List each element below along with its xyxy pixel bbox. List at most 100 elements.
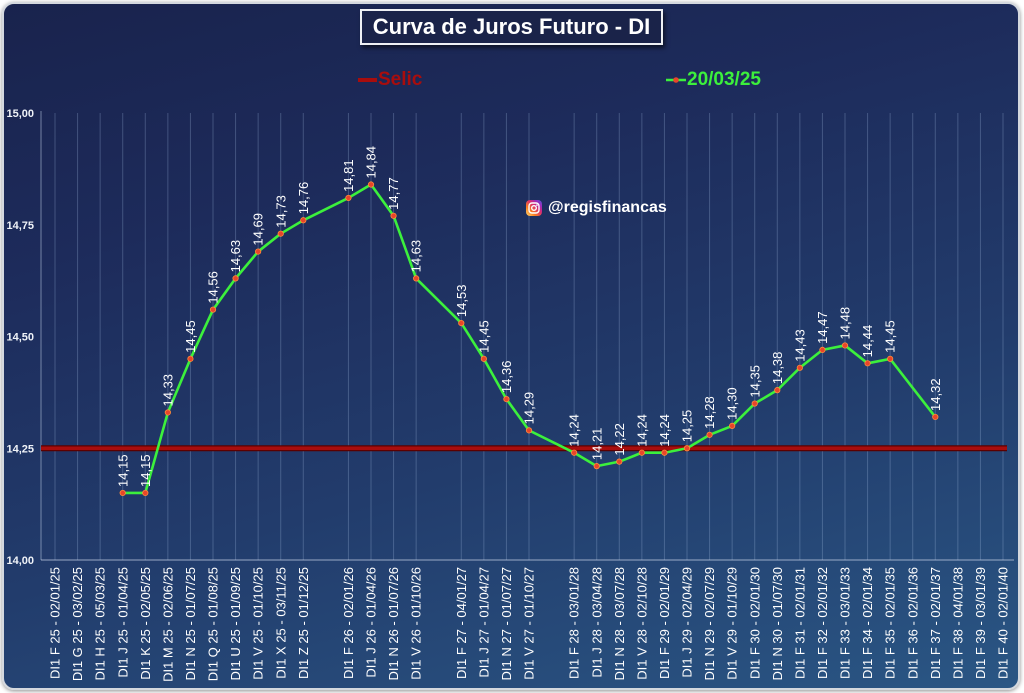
x-tick-label: DI1 F 36 - 02/01/36 <box>905 567 920 679</box>
data-point <box>819 346 826 354</box>
data-label: 14,15 <box>115 454 130 487</box>
data-label: 14,56 <box>206 271 221 304</box>
data-label: 14,24 <box>567 414 582 447</box>
x-tick-label: DI1 N 30 - 01/07/30 <box>770 567 785 680</box>
x-tick-label: DI1 F 34 - 02/01/34 <box>860 567 875 679</box>
data-label: 14,32 <box>928 378 943 411</box>
data-label: 14,63 <box>228 240 243 273</box>
x-tick-label: DI1 F 40 - 02/01/40 <box>996 567 1011 679</box>
green-legend-marker <box>673 77 679 83</box>
y-tick-label: 14,25 <box>6 443 34 455</box>
data-label: 14,22 <box>612 423 627 456</box>
data-label: 14,24 <box>657 414 672 447</box>
data-point <box>232 275 239 282</box>
x-tick-label: DI1 K 25 - 02/05/25 <box>138 567 153 680</box>
x-tick-label: DI1 N 25 - 01/07/25 <box>183 567 198 680</box>
green-legend-swatch <box>666 77 686 83</box>
data-point <box>413 275 420 282</box>
data-point <box>164 409 171 416</box>
data-point <box>706 431 713 438</box>
x-tick-label: DI1 Q 25 - 01/08/25 <box>206 567 221 681</box>
data-point <box>209 306 217 313</box>
legend-item-selic: Selic <box>356 69 422 91</box>
data-point <box>525 427 533 434</box>
data-label: 14,76 <box>296 182 311 215</box>
data-label: 14,45 <box>883 320 898 353</box>
x-tick-label: DI1 F 25 - 02/01/25 <box>48 567 63 679</box>
data-point <box>458 319 465 327</box>
watermark-handle: @regisfinancas <box>548 199 667 216</box>
x-tick-label: DI1 F 35 - 02/01/35 <box>883 567 898 679</box>
x-tick-label: DI1 G 25 - 03/02/25 <box>70 567 85 681</box>
y-tick-label: 14,00 <box>6 555 34 567</box>
x-tick-label: DI1 N 29 - 02/07/29 <box>702 567 717 680</box>
x-tick-label: DI1 F 39 - 03/01/39 <box>973 567 988 679</box>
data-point <box>796 364 803 371</box>
data-point <box>390 212 397 219</box>
x-tick-label: DI1 F 28 - 03/01/28 <box>567 567 582 679</box>
x-tick-label: DI1 V 29 - 01/10/29 <box>725 567 740 680</box>
gridlines <box>54 113 1004 560</box>
data-labels: 14,15 14,15 14,33 14,45 14,56 14,63 14,69 14,73… <box>115 146 943 487</box>
x-tick-label: DI1 F 27 - 04/01/27 <box>454 567 469 679</box>
x-tick-label: DI1 J 25 - 01/04/25 <box>115 567 130 678</box>
x-tick-label: DI1 F 31 - 02/01/31 <box>792 567 807 679</box>
chart-title: Curva de Juros Futuro - DI <box>360 9 663 45</box>
data-point <box>774 387 781 394</box>
data-label: 14,53 <box>454 285 469 318</box>
data-label: 14,35 <box>747 365 762 398</box>
x-axis-ticks: DI1 F 25 - 02/01/25 DI1 G 25 - 03/02/25 DI… <box>48 567 1011 682</box>
data-point <box>119 489 126 497</box>
x-tick-label: DI1 F 30 - 02/01/30 <box>747 567 762 679</box>
data-point <box>887 355 894 362</box>
watermark: @regisfinancas <box>526 198 667 218</box>
x-tick-label: DI1 F 38 - 04/01/38 <box>950 567 965 679</box>
x-tick-label: DI1 V 26 - 01/10/26 <box>409 567 424 680</box>
x-tick-label: DI1 Z 25 - 01/12/25 <box>296 567 311 679</box>
x-tick-label: DI1 V 28 - 02/10/28 <box>634 567 649 680</box>
data-point <box>593 463 600 470</box>
data-label: 14,36 <box>499 361 514 394</box>
data-point <box>751 400 758 407</box>
data-point <box>345 194 352 202</box>
data-point <box>187 355 194 362</box>
data-point <box>367 181 375 188</box>
data-point <box>683 445 691 452</box>
data-label: 14,33 <box>160 374 175 407</box>
x-tick-label: DI1 N 26 - 01/07/26 <box>386 567 401 680</box>
data-label: 14,69 <box>251 213 266 246</box>
data-label: 14,45 <box>183 320 198 353</box>
data-label: 14,73 <box>273 195 288 228</box>
data-label: 14,77 <box>386 177 401 210</box>
x-tick-label: DI1 F 37 - 02/01/37 <box>928 567 943 679</box>
x-tick-label: DI1 V 27 - 01/10/27 <box>522 567 537 680</box>
data-label: 14,21 <box>589 428 604 461</box>
data-point <box>729 422 736 429</box>
legend-label-20-03-25: 20/03/25 <box>687 69 761 90</box>
selic-legend-swatch <box>358 78 377 82</box>
data-point <box>638 449 645 456</box>
data-label: 14,25 <box>680 410 695 443</box>
x-tick-label: DI1 N 28 - 03/07/28 <box>612 567 627 680</box>
data-label: 14,43 <box>792 329 807 362</box>
x-tick-label: DI1 H 25 - 05/03/25 <box>93 567 108 680</box>
x-tick-label: DI1 J 26 - 01/04/26 <box>364 567 379 678</box>
data-label: 14,45 <box>476 320 491 353</box>
data-point <box>142 489 149 497</box>
data-point <box>480 355 487 362</box>
x-tick-label: DI1 J 29 - 02/04/29 <box>680 567 695 678</box>
data-label: 14,63 <box>409 240 424 273</box>
data-label: 14,81 <box>341 159 356 192</box>
data-point <box>255 248 262 255</box>
series-20-03-25 <box>119 181 939 497</box>
y-tick-label: 14,50 <box>6 332 34 344</box>
x-tick-label: DI1 F 33 - 03/01/33 <box>838 567 853 679</box>
data-label: 14,84 <box>364 146 379 179</box>
x-tick-label: DI1 J 27 - 01/04/27 <box>476 567 491 678</box>
x-tick-label: DI1 V 25 - 01/10/25 <box>251 567 266 680</box>
legend-label-selic: Selic <box>378 69 423 90</box>
data-label: 14,24 <box>634 414 649 447</box>
x-tick-label: DI1 M 25 - 02/06/25 <box>160 567 175 682</box>
data-point <box>661 449 668 456</box>
